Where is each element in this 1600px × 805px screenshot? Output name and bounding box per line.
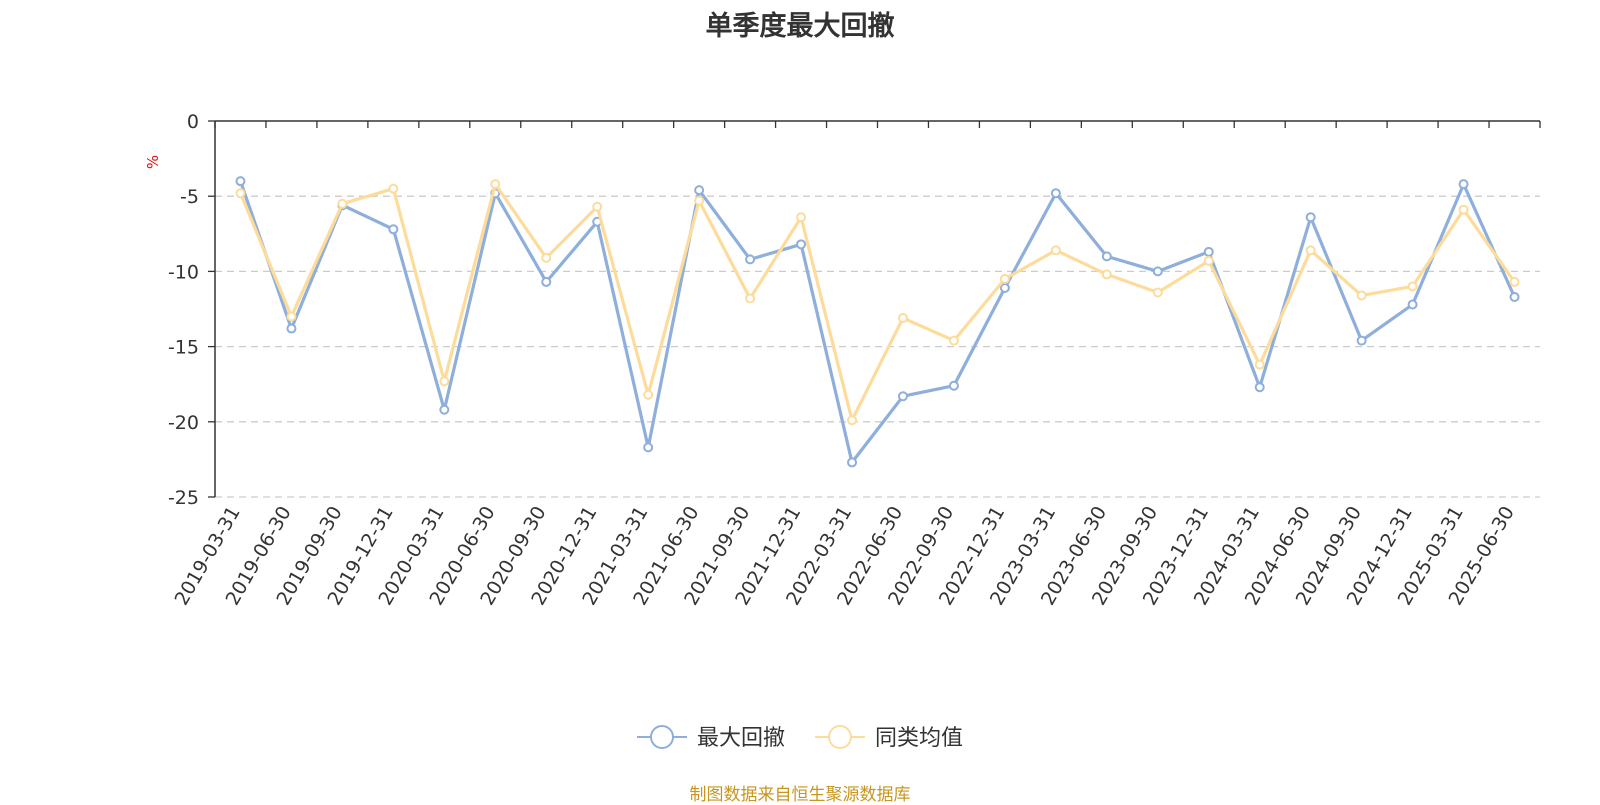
data-point[interactable]	[1509, 291, 1520, 302]
data-point[interactable]	[847, 457, 858, 468]
y-axis-tick-labels: 0 -5 -10 -15 -20 -25	[168, 111, 199, 509]
data-point[interactable]	[1050, 245, 1061, 256]
data-point[interactable]	[286, 323, 297, 334]
data-point[interactable]	[643, 389, 654, 400]
data-point[interactable]	[897, 391, 908, 402]
data-point[interactable]	[745, 293, 756, 304]
data-point[interactable]	[541, 276, 552, 287]
data-point[interactable]	[439, 376, 450, 387]
data-point[interactable]	[541, 252, 552, 263]
data-point[interactable]	[1101, 251, 1112, 262]
data-point[interactable]	[1458, 179, 1469, 190]
y-tick-label: -5	[180, 186, 199, 208]
data-point[interactable]	[1203, 255, 1214, 266]
data-point[interactable]	[796, 212, 807, 223]
series-layer	[235, 176, 1520, 468]
data-point[interactable]	[1101, 269, 1112, 280]
data-point[interactable]	[1152, 266, 1163, 277]
source-note: 制图数据来自恒生聚源数据库	[689, 785, 911, 805]
y-axis-label: %	[144, 155, 162, 169]
series-line	[239, 182, 1516, 422]
data-point[interactable]	[999, 282, 1010, 293]
data-point[interactable]	[388, 183, 399, 194]
series-1	[235, 176, 1520, 468]
data-point[interactable]	[490, 179, 501, 190]
data-point[interactable]	[1305, 212, 1316, 223]
data-point[interactable]	[235, 176, 246, 187]
series-line	[238, 180, 1516, 464]
data-point[interactable]	[1509, 276, 1520, 287]
grid-lines	[215, 195, 1540, 498]
data-point[interactable]	[1356, 290, 1367, 301]
legend-label: 最大回撤	[697, 726, 785, 751]
legend-marker-icon	[650, 725, 674, 749]
data-point[interactable]	[1203, 246, 1214, 257]
data-point[interactable]	[796, 239, 807, 250]
data-point[interactable]	[337, 198, 348, 209]
data-point[interactable]	[1458, 204, 1469, 215]
legend-item[interactable]: 同类均值	[815, 725, 963, 751]
legend: 最大回撤 同类均值	[637, 725, 963, 751]
axes	[208, 120, 1541, 498]
data-point[interactable]	[897, 313, 908, 324]
y-tick-label: -25	[168, 487, 199, 509]
x-axis-tick-labels: 2019-03-312019-06-302019-09-302019-12-31…	[171, 502, 1519, 609]
data-point[interactable]	[1407, 299, 1418, 310]
data-point[interactable]	[286, 311, 297, 322]
y-tick-label: 0	[187, 111, 199, 133]
data-point[interactable]	[948, 335, 959, 346]
data-point[interactable]	[694, 185, 705, 196]
data-point[interactable]	[694, 195, 705, 206]
data-point[interactable]	[948, 380, 959, 391]
legend-item[interactable]: 最大回撤	[637, 725, 785, 751]
data-point[interactable]	[1254, 359, 1265, 370]
data-point[interactable]	[745, 254, 756, 265]
data-point[interactable]	[1152, 287, 1163, 298]
y-tick-label: -15	[168, 337, 199, 359]
data-point[interactable]	[643, 442, 654, 453]
data-point[interactable]	[1305, 245, 1316, 256]
data-point[interactable]	[235, 188, 246, 199]
legend-label: 同类均值	[875, 726, 963, 751]
y-tick-label: -10	[168, 261, 199, 283]
legend-marker-icon	[828, 725, 852, 749]
data-point[interactable]	[1254, 382, 1265, 393]
data-point[interactable]	[847, 415, 858, 426]
data-point[interactable]	[388, 224, 399, 235]
y-tick-label: -20	[168, 412, 199, 434]
data-point[interactable]	[1407, 281, 1418, 292]
data-point[interactable]	[592, 201, 603, 212]
data-point[interactable]	[439, 404, 450, 415]
data-point[interactable]	[1050, 188, 1061, 199]
series-2	[235, 179, 1520, 426]
data-point[interactable]	[1356, 335, 1367, 346]
chart-title: 单季度最大回撤	[705, 11, 895, 42]
data-point[interactable]	[999, 273, 1010, 284]
